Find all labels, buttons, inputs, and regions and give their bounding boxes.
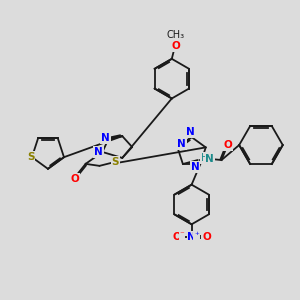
Text: ⁻: ⁻ <box>179 231 184 240</box>
Text: O: O <box>202 232 211 242</box>
Text: N: N <box>186 127 195 137</box>
Text: O: O <box>223 140 232 150</box>
Text: N: N <box>191 162 200 172</box>
Text: S: S <box>112 157 119 167</box>
Text: ⁺: ⁺ <box>194 231 199 240</box>
Text: O: O <box>172 232 181 242</box>
Text: S: S <box>27 152 35 162</box>
Text: CH₃: CH₃ <box>167 30 185 40</box>
Text: O: O <box>70 174 79 184</box>
Text: N: N <box>101 133 110 143</box>
Text: H: H <box>201 153 208 163</box>
Text: O: O <box>171 41 180 51</box>
Text: N: N <box>205 154 214 164</box>
Text: N: N <box>187 232 196 242</box>
Text: N: N <box>177 140 186 149</box>
Text: N: N <box>94 147 103 157</box>
